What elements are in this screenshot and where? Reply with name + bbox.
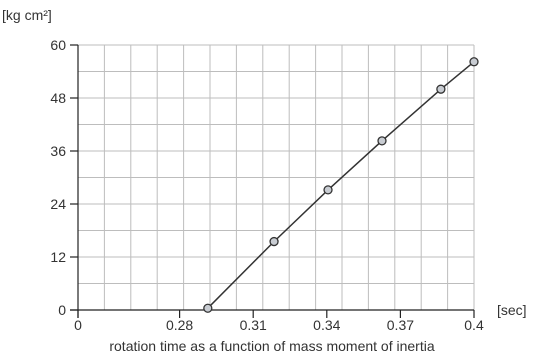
x-tick-label: 0.37 xyxy=(387,317,414,333)
x-tick-label: 0.31 xyxy=(240,317,267,333)
chart-caption: rotation time as a function of mass mome… xyxy=(109,338,434,354)
tick-labels: 0 12 24 36 48 60 0 0.28 0.31 0.34 0.37 0.4 xyxy=(50,37,484,333)
x-tick-label: 0.4 xyxy=(464,317,484,333)
grid-lines xyxy=(78,44,475,310)
axes xyxy=(70,44,475,318)
y-tick-label: 60 xyxy=(50,37,66,53)
data-point xyxy=(377,136,387,146)
x-axis-unit: [sec] xyxy=(497,302,527,318)
y-tick-label: 48 xyxy=(50,90,66,106)
x-tick-label: 0.28 xyxy=(166,317,193,333)
data-point xyxy=(269,236,279,247)
data-point xyxy=(469,57,479,67)
y-tick-label: 12 xyxy=(50,249,66,265)
data-line xyxy=(207,61,475,309)
data-point xyxy=(323,185,333,195)
y-tick-label: 24 xyxy=(50,196,66,212)
series-line xyxy=(203,57,479,313)
x-tick-label: 0.34 xyxy=(313,317,340,333)
x-tick-label: 0 xyxy=(74,317,82,333)
y-tick-label: 0 xyxy=(58,302,66,318)
data-point xyxy=(436,84,446,94)
data-point xyxy=(203,303,213,313)
y-tick-label: 36 xyxy=(50,143,66,159)
y-axis-unit: [kg cm²] xyxy=(2,7,52,23)
